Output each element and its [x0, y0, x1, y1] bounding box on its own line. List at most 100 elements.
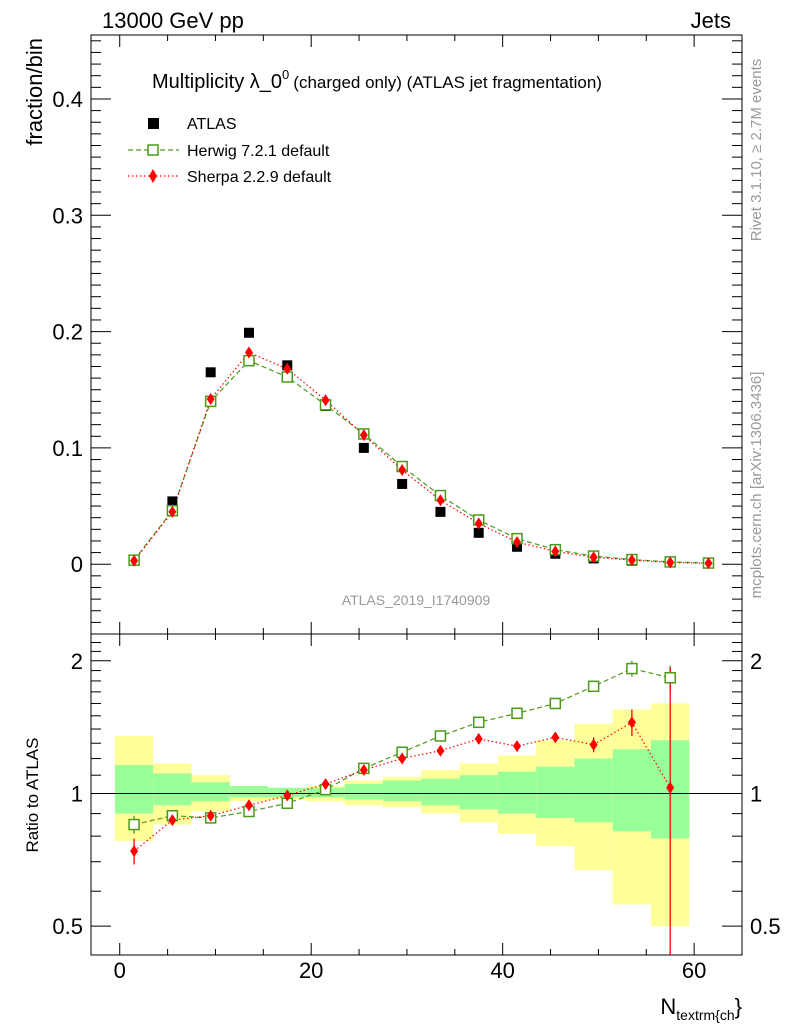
- band-inner-bin: [421, 778, 460, 806]
- sherpa-point: [666, 556, 675, 569]
- ratio-sherpa-point: [168, 814, 177, 827]
- ratio-herwig-point: [434, 730, 447, 742]
- ratio-sherpa-point: [398, 752, 407, 765]
- ratio-herwig-point: [511, 707, 523, 720]
- sherpa-point: [513, 536, 522, 549]
- legend-label-atlas: ATLAS: [187, 116, 237, 133]
- band-inner-bin: [153, 773, 192, 806]
- ratio-ytick-label: 1: [71, 781, 83, 806]
- x-tick-label: 40: [490, 958, 514, 983]
- legend: ATLAS Herwig 7.2.1 default Sherpa 2.2.9 …: [128, 116, 332, 186]
- sherpa-point: [283, 362, 292, 375]
- sherpa-point: [589, 551, 598, 564]
- ratio-sherpa-line: [133, 721, 671, 852]
- atlas-point: [397, 478, 408, 489]
- x-tick-label: 60: [682, 958, 706, 983]
- sherpa-point: [474, 517, 483, 530]
- ratio-sherpa-point: [206, 809, 215, 822]
- ratio-ytick-label-right: 1: [750, 781, 762, 806]
- sherpa-point: [627, 554, 636, 567]
- x-axis-label-main: N: [660, 994, 676, 1019]
- header-right: Jets: [691, 8, 731, 33]
- ratio-sherpa-point: [130, 845, 139, 858]
- mcplots-label: mcplots.cern.ch [arXiv:1306.3436]: [748, 372, 765, 599]
- sherpa-point: [206, 393, 215, 406]
- main-ytick-label: 0.3: [52, 203, 83, 228]
- ratio-panel: 0 20 40 60 0.5 0.5 1 1 2 2: [52, 633, 781, 983]
- band-inner-bin: [536, 766, 575, 818]
- x-tick-label: 0: [114, 958, 126, 983]
- main-ytick-label: 0: [71, 552, 83, 577]
- plot-title-suffix: (charged only) (ATLAS jet fragmentation): [293, 73, 602, 92]
- ratio-sherpa-point: [359, 764, 368, 777]
- atlas-point: [243, 327, 254, 338]
- ratio-herwig-point: [626, 662, 638, 675]
- sherpa-point: [398, 464, 407, 477]
- ratio-herwig-point: [664, 672, 676, 684]
- atlas-point: [167, 496, 178, 507]
- ratio-sherpa-point: [666, 781, 675, 794]
- ratio-sherpa-point: [436, 744, 445, 757]
- sherpa-line: [133, 351, 709, 564]
- ratio-sherpa-point: [283, 789, 292, 802]
- band-inner-bin: [344, 784, 383, 800]
- plot-title-superscript: 0: [282, 67, 289, 82]
- sherpa-point: [436, 494, 445, 507]
- ratio-sherpa-point: [513, 740, 522, 753]
- ratio-sherpa-point: [551, 731, 560, 744]
- legend-label-herwig: Herwig 7.2.1 default: [187, 143, 330, 160]
- sherpa-point: [359, 429, 368, 442]
- band-inner-bin: [459, 775, 498, 810]
- band-inner-bin: [497, 771, 537, 814]
- rivet-label: Rivet 3.1.10, ≥ 2.7M events: [748, 59, 765, 242]
- atlas-point: [205, 367, 216, 378]
- band-inner-bin: [382, 780, 422, 802]
- ratio-sherpa-point: [474, 732, 483, 745]
- x-axis-label: Ntextrm{ch}: [660, 994, 742, 1023]
- plot-title: Multiplicity λ_00 (charged only) (ATLAS j…: [152, 67, 602, 93]
- herwig-line: [133, 359, 709, 564]
- ratio-sherpa-point: [589, 738, 598, 751]
- ratio-ytick-label-right: 0.5: [750, 914, 781, 939]
- sherpa-point: [168, 505, 177, 518]
- analysis-label: ATLAS_2019_I1740909: [342, 592, 491, 608]
- ratio-herwig-point: [549, 697, 562, 710]
- main-ytick-label: 0.1: [52, 436, 83, 461]
- ratio-frame: [90, 633, 743, 956]
- band-inner-bin: [114, 765, 154, 814]
- band-inner-bin: [229, 785, 269, 798]
- atlas-point: [473, 527, 484, 538]
- main-ytick-label: 0.2: [52, 320, 83, 345]
- sherpa-point: [321, 394, 330, 407]
- ratio-ytick-label: 0.5: [52, 914, 83, 939]
- band-inner-bin: [612, 749, 652, 832]
- legend-label-sherpa: Sherpa 2.2.9 default: [187, 169, 332, 186]
- sherpa-point: [244, 346, 253, 359]
- ratio-herwig-point: [472, 716, 485, 729]
- ratio-ylabel: Ratio to ATLAS: [23, 738, 42, 853]
- atlas-point: [358, 442, 369, 453]
- x-axis-label-suffix: }: [735, 994, 742, 1019]
- ratio-sherpa-point: [627, 716, 636, 729]
- band-inner-bin: [191, 782, 230, 802]
- atlas-point: [435, 506, 446, 517]
- main-ylabel: fraction/bin: [22, 38, 47, 146]
- header-left: 13000 GeV pp: [102, 8, 244, 33]
- main-ytick-label: 0.4: [52, 87, 83, 112]
- legend-marker-atlas: [148, 118, 159, 129]
- legend-marker-herwig: [147, 144, 159, 156]
- band-inner-bin: [574, 758, 613, 823]
- x-axis-label-sub: textrm{ch: [676, 1007, 734, 1023]
- sherpa-point: [551, 545, 560, 558]
- main-panel: 0 0.1 0.2 0.3 0.4: [52, 34, 743, 635]
- ratio-sherpa-point: [321, 778, 330, 791]
- sherpa-point: [704, 557, 713, 570]
- x-tick-label: 20: [299, 958, 323, 983]
- ratio-ytick-label-right: 2: [750, 649, 762, 674]
- legend-marker-sherpa: [149, 169, 157, 183]
- plot-title-main: Multiplicity λ_0: [152, 71, 282, 93]
- sherpa-point: [130, 554, 139, 567]
- ratio-herwig-point: [128, 818, 140, 831]
- ratio-herwig-point: [587, 680, 600, 693]
